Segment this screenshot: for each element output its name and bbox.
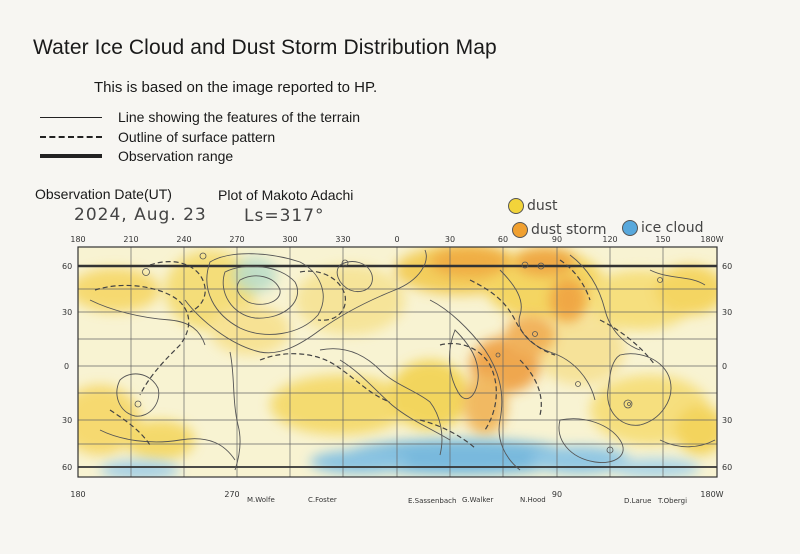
top-lon-210: 210 <box>123 235 138 244</box>
top-lon-30: 30 <box>445 235 455 244</box>
feature-label-t-obergi: T.Obergi <box>657 497 687 505</box>
left-lat-s60: 60 <box>62 463 72 472</box>
feature-label-e-sassenbach: E.Sassenbach <box>408 497 456 505</box>
ice-cloud-dot-icon <box>622 220 638 236</box>
legend-dashed-line-swatch <box>40 136 102 138</box>
key-dust-storm: dust storm <box>512 222 607 238</box>
left-lat-n30: 30 <box>62 308 72 317</box>
right-lat-n60: 60 <box>722 262 732 271</box>
observation-date-value: 2024, Aug. 23 <box>74 205 207 225</box>
bottom-lon-90: 90 <box>552 490 562 499</box>
map-frame <box>77 246 718 478</box>
top-lon-90: 90 <box>552 235 562 244</box>
top-lon-0: 0 <box>394 235 399 244</box>
legend-surface-label: Outline of surface pattern <box>118 129 276 145</box>
top-lon-150: 150 <box>655 235 670 244</box>
top-lon-120: 120 <box>602 235 617 244</box>
legend-thin-line-swatch <box>40 116 102 118</box>
dust-dot-icon <box>508 198 524 214</box>
key-dust: dust <box>508 198 558 214</box>
feature-label-n-hood: N.Hood <box>520 496 546 504</box>
right-lat-s30: 30 <box>722 416 732 425</box>
top-lon-300: 300 <box>282 235 297 244</box>
surface-pattern-outlines <box>94 259 656 449</box>
bottom-lon-180: 180 <box>70 490 85 499</box>
top-lon-270: 270 <box>229 235 244 244</box>
key-dust-storm-label: dust storm <box>531 222 607 238</box>
top-lon-180: 180 <box>70 235 85 244</box>
dust-storm-areas <box>430 247 586 435</box>
left-lat-n60: 60 <box>62 262 72 271</box>
feature-label-c-foster: C.Foster <box>308 496 337 504</box>
page-subtitle: This is based on the image reported to H… <box>94 79 378 96</box>
map-axis-labels: 180 210 240 270 300 330 0 30 60 90 120 1… <box>62 235 732 505</box>
legend-observation-range: Observation range <box>40 147 233 165</box>
legend-terrain-label: Line showing the features of the terrain <box>118 109 361 125</box>
map-coloring <box>78 247 717 477</box>
legend-surface-pattern: Outline of surface pattern <box>40 128 275 146</box>
feature-label-m-wolfe: M.Wolfe <box>247 496 275 504</box>
top-lon-330: 330 <box>335 235 350 244</box>
left-lat-s30: 30 <box>62 416 72 425</box>
plot-author-label: Plot of Makoto Adachi <box>218 187 354 203</box>
bottom-lon-270: 270 <box>224 490 239 499</box>
top-lon-180w: 180W <box>700 235 723 244</box>
bottom-lon-180w: 180W <box>700 490 723 499</box>
legend-thick-line-swatch <box>40 154 102 158</box>
legend-terrain-line: Line showing the features of the terrain <box>40 108 360 126</box>
feature-label-d-larue: D.Larue <box>624 497 651 505</box>
page-title: Water Ice Cloud and Dust Storm Distribut… <box>33 36 497 59</box>
top-lon-240: 240 <box>176 235 191 244</box>
key-dust-label: dust <box>527 198 558 214</box>
dust-storm-dot-icon <box>512 222 528 238</box>
right-lat-n30: 30 <box>722 308 732 317</box>
key-ice-cloud-label: ice cloud <box>641 220 704 236</box>
right-lat-s60: 60 <box>722 463 732 472</box>
right-lat-0: 0 <box>722 362 727 371</box>
top-lon-60: 60 <box>498 235 508 244</box>
craters <box>134 252 663 454</box>
observation-date-label: Observation Date(UT) <box>35 186 172 202</box>
legend-observation-label: Observation range <box>118 148 234 164</box>
key-ice-cloud: ice cloud <box>622 220 704 236</box>
left-lat-0: 0 <box>64 362 69 371</box>
feature-label-g-walker: G.Walker <box>462 496 493 504</box>
solar-longitude-value: Ls=317° <box>244 206 325 226</box>
